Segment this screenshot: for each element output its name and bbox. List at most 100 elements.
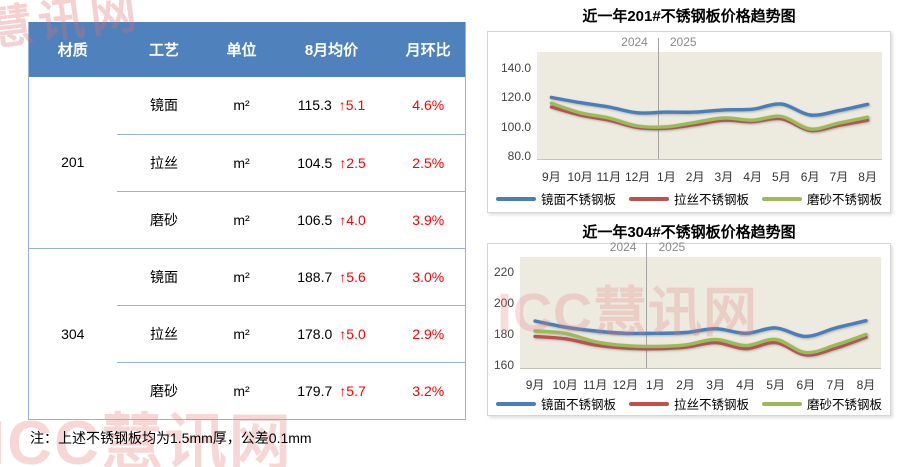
process-cell: 镜面 — [116, 247, 212, 305]
price-value: 115.3 — [297, 97, 332, 114]
year-label-right: 2025 — [658, 240, 686, 254]
process-cell: 磨砂 — [116, 190, 212, 248]
unit-cell: m² — [211, 361, 272, 419]
table-row: 304 镜面 m² 188.7 ↑5.6 3.0% — [28, 247, 466, 419]
table-row: 磨砂 m² 106.5 ↑4.0 3.9% — [29, 190, 466, 248]
x-tick-label: 9月 — [525, 378, 545, 392]
legend-label: 拉丝不锈钢板 — [673, 398, 749, 412]
table-row: 拉丝 m² 178.0 ↑5.0 2.9% — [29, 304, 466, 362]
price-table: 材质 工艺 单位 8月均价 月环比 201 镜面 m² 115.3 ↑5.1 4.… — [28, 22, 466, 420]
mom-cell: 3.2% — [391, 361, 466, 419]
x-tick-label: 9月 — [542, 170, 561, 184]
legend-label: 镜面不锈钢板 — [540, 398, 616, 412]
table-row: 拉丝 m² 104.5 ↑2.5 2.5% — [29, 133, 466, 191]
x-tick-label: 10月 — [567, 170, 593, 184]
legend-label: 镜面不锈钢板 — [540, 193, 616, 207]
y-axis-labels: 80.0 100.0 120.0 140.0 — [490, 52, 533, 163]
process-cell: 磨砂 — [116, 361, 212, 419]
up-arrow-icon: ↑ — [339, 268, 347, 285]
y-tick-label: 120.0 — [500, 90, 531, 105]
up-arrow-icon: ↑ — [338, 97, 346, 114]
footnote: 注：上述不锈钢板均为1.5mm厚，公差0.1mm — [30, 430, 312, 446]
x-tick-label: 1月 — [657, 170, 676, 184]
line-chart-svg — [549, 95, 870, 133]
x-tick-label: 10月 — [552, 378, 578, 392]
x-tick-label: 1月 — [646, 378, 665, 392]
legend-item: 镜面不锈钢板 — [495, 394, 616, 413]
x-tick-label: 6月 — [796, 378, 816, 392]
x-tick-label: 8月 — [858, 170, 877, 184]
mom-cell: 2.5% — [391, 133, 466, 191]
price-change: ↑5.6 — [339, 268, 366, 285]
unit-cell: m² — [211, 304, 272, 362]
mom-cell: 2.9% — [391, 304, 466, 362]
y-tick-label: 160 — [493, 357, 514, 372]
x-tick-label: 4月 — [743, 170, 762, 184]
up-arrow-icon: ↑ — [339, 211, 347, 228]
process-cell: 镜面 — [116, 77, 212, 134]
x-tick-label: 5月 — [766, 378, 786, 392]
price-cell: 179.7 ↑5.7 — [271, 361, 392, 419]
process-cell: 拉丝 — [116, 133, 212, 191]
series-line — [533, 319, 868, 339]
x-tick-label: 11月 — [596, 170, 622, 184]
legend-line-swatch — [762, 401, 802, 406]
series-line — [533, 329, 868, 355]
plot-area: 2024 2025 — [537, 35, 882, 160]
legend-item: 拉丝不锈钢板 — [628, 394, 749, 413]
line-chart-svg — [533, 319, 868, 357]
price-cell: 178.0 ↑5.0 — [271, 304, 392, 362]
mom-cell: 3.0% — [391, 247, 466, 305]
unit-cell: m² — [211, 247, 272, 305]
x-axis-labels: 9月 10月 11月 12月 1月 2月 3月 4月 5月 6月 7月 8月 — [520, 376, 881, 392]
x-tick-label: 12月 — [624, 170, 651, 184]
x-tick-label: 3月 — [706, 378, 725, 392]
x-tick-label: 12月 — [612, 378, 638, 392]
price-value: 106.5 — [297, 211, 333, 228]
legend-item: 磨砂不锈钢板 — [762, 394, 882, 413]
year-label-left: 2024 — [609, 240, 637, 254]
price-cell: 104.5 ↑2.5 — [271, 133, 392, 191]
year-label-left: 2024 — [621, 35, 648, 49]
legend-label: 磨砂不锈钢板 — [807, 398, 883, 412]
table-row: 磨砂 m² 179.7 ↑5.7 3.2% — [29, 361, 466, 419]
header-mom: 月环比 — [391, 22, 466, 77]
legend: 镜面不锈钢板 拉丝不锈钢板 磨砂不锈钢板 — [488, 394, 890, 413]
material-304: 304 — [28, 247, 117, 419]
price-cell: 106.5 ↑4.0 — [271, 190, 392, 248]
legend-line-swatch — [762, 196, 802, 201]
price-change: ↑4.0 — [339, 211, 366, 228]
header-avg-price: 8月均价 — [271, 22, 392, 77]
header-material: 材质 — [28, 22, 117, 77]
series-line — [533, 334, 868, 357]
unit-cell: m² — [211, 77, 272, 134]
up-arrow-icon: ↑ — [339, 154, 347, 171]
year-label-right: 2025 — [669, 35, 697, 49]
up-arrow-icon: ↑ — [339, 382, 347, 399]
process-cell: 拉丝 — [116, 304, 212, 362]
y-tick-label: 220 — [493, 265, 514, 280]
price-value: 179.7 — [297, 382, 333, 399]
unit-cell: m² — [211, 190, 272, 248]
legend-label: 拉丝不锈钢板 — [673, 193, 749, 207]
price-value: 188.7 — [297, 268, 333, 285]
x-tick-label: 11月 — [582, 378, 608, 392]
x-tick-label: 4月 — [736, 378, 755, 392]
legend-line-swatch — [495, 196, 536, 201]
price-cell: 115.3 ↑5.1 — [271, 77, 392, 134]
x-axis-labels: 9月 10月 11月 12月 1月 2月 3月 4月 5月 6月 7月 8月 — [537, 168, 882, 184]
legend-label: 磨砂不锈钢板 — [807, 193, 883, 207]
header-process: 工艺 — [116, 22, 212, 77]
chart-201-title: 近一年201#不锈钢板价格趋势图 — [582, 8, 796, 25]
table-row: 201 镜面 m² 115.3 ↑5.1 4.6% — [28, 77, 466, 248]
up-arrow-icon: ↑ — [339, 325, 347, 342]
legend-item: 镜面不锈钢板 — [495, 189, 616, 208]
x-tick-label: 2月 — [676, 378, 695, 392]
x-tick-label: 2月 — [685, 170, 705, 184]
chart-304-card: 160 180 200 220 2024 2025 9月 10月 11月 12月 1月 2月 3月 4… — [487, 240, 891, 416]
unit-cell: m² — [211, 133, 272, 191]
legend: 镜面不锈钢板 拉丝不锈钢板 磨砂不锈钢板 — [488, 189, 890, 208]
material-201: 201 — [28, 77, 117, 248]
x-tick-label: 7月 — [829, 170, 849, 184]
price-cell: 188.7 ↑5.6 — [271, 247, 392, 305]
